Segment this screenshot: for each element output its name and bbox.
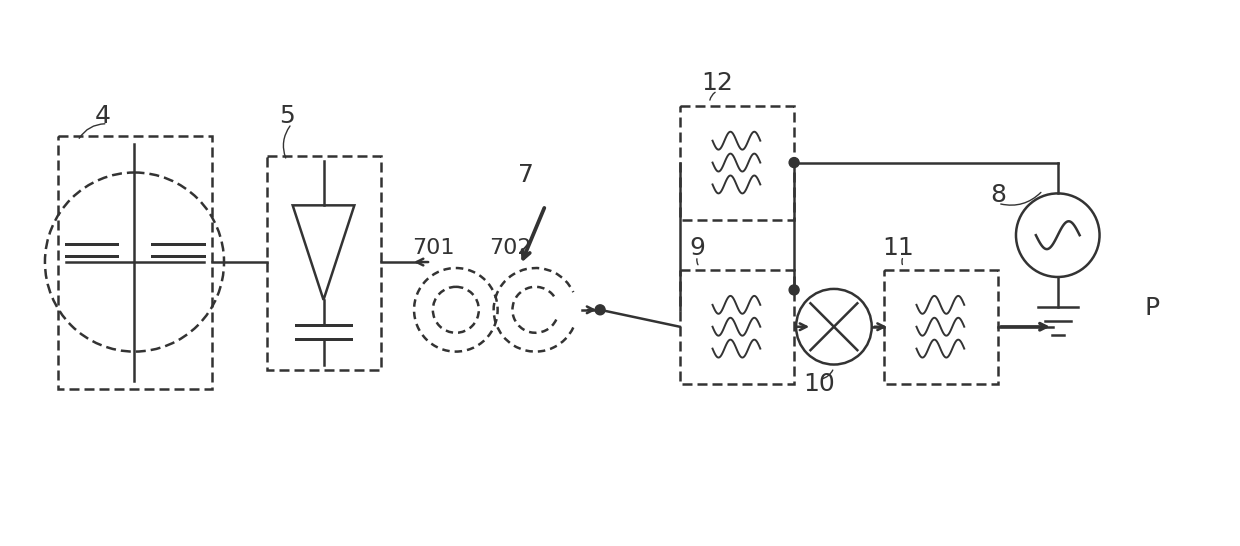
Text: 11: 11 (883, 236, 914, 260)
Text: 702: 702 (490, 238, 532, 258)
Bar (884, 270, 998, 384)
Text: 12: 12 (702, 71, 733, 95)
Bar (680, 106, 794, 220)
Text: 5: 5 (279, 104, 295, 128)
Text: 7: 7 (517, 163, 533, 187)
Bar (58, 136, 212, 389)
Text: 9: 9 (689, 236, 706, 260)
Text: 701: 701 (412, 238, 454, 258)
Circle shape (789, 285, 799, 295)
Text: 4: 4 (94, 104, 110, 128)
Bar (680, 270, 794, 384)
Circle shape (595, 305, 605, 315)
Circle shape (789, 158, 799, 168)
Text: 10: 10 (804, 372, 835, 396)
Text: 8: 8 (990, 183, 1006, 207)
Text: P: P (1145, 296, 1159, 320)
Bar (267, 156, 381, 370)
